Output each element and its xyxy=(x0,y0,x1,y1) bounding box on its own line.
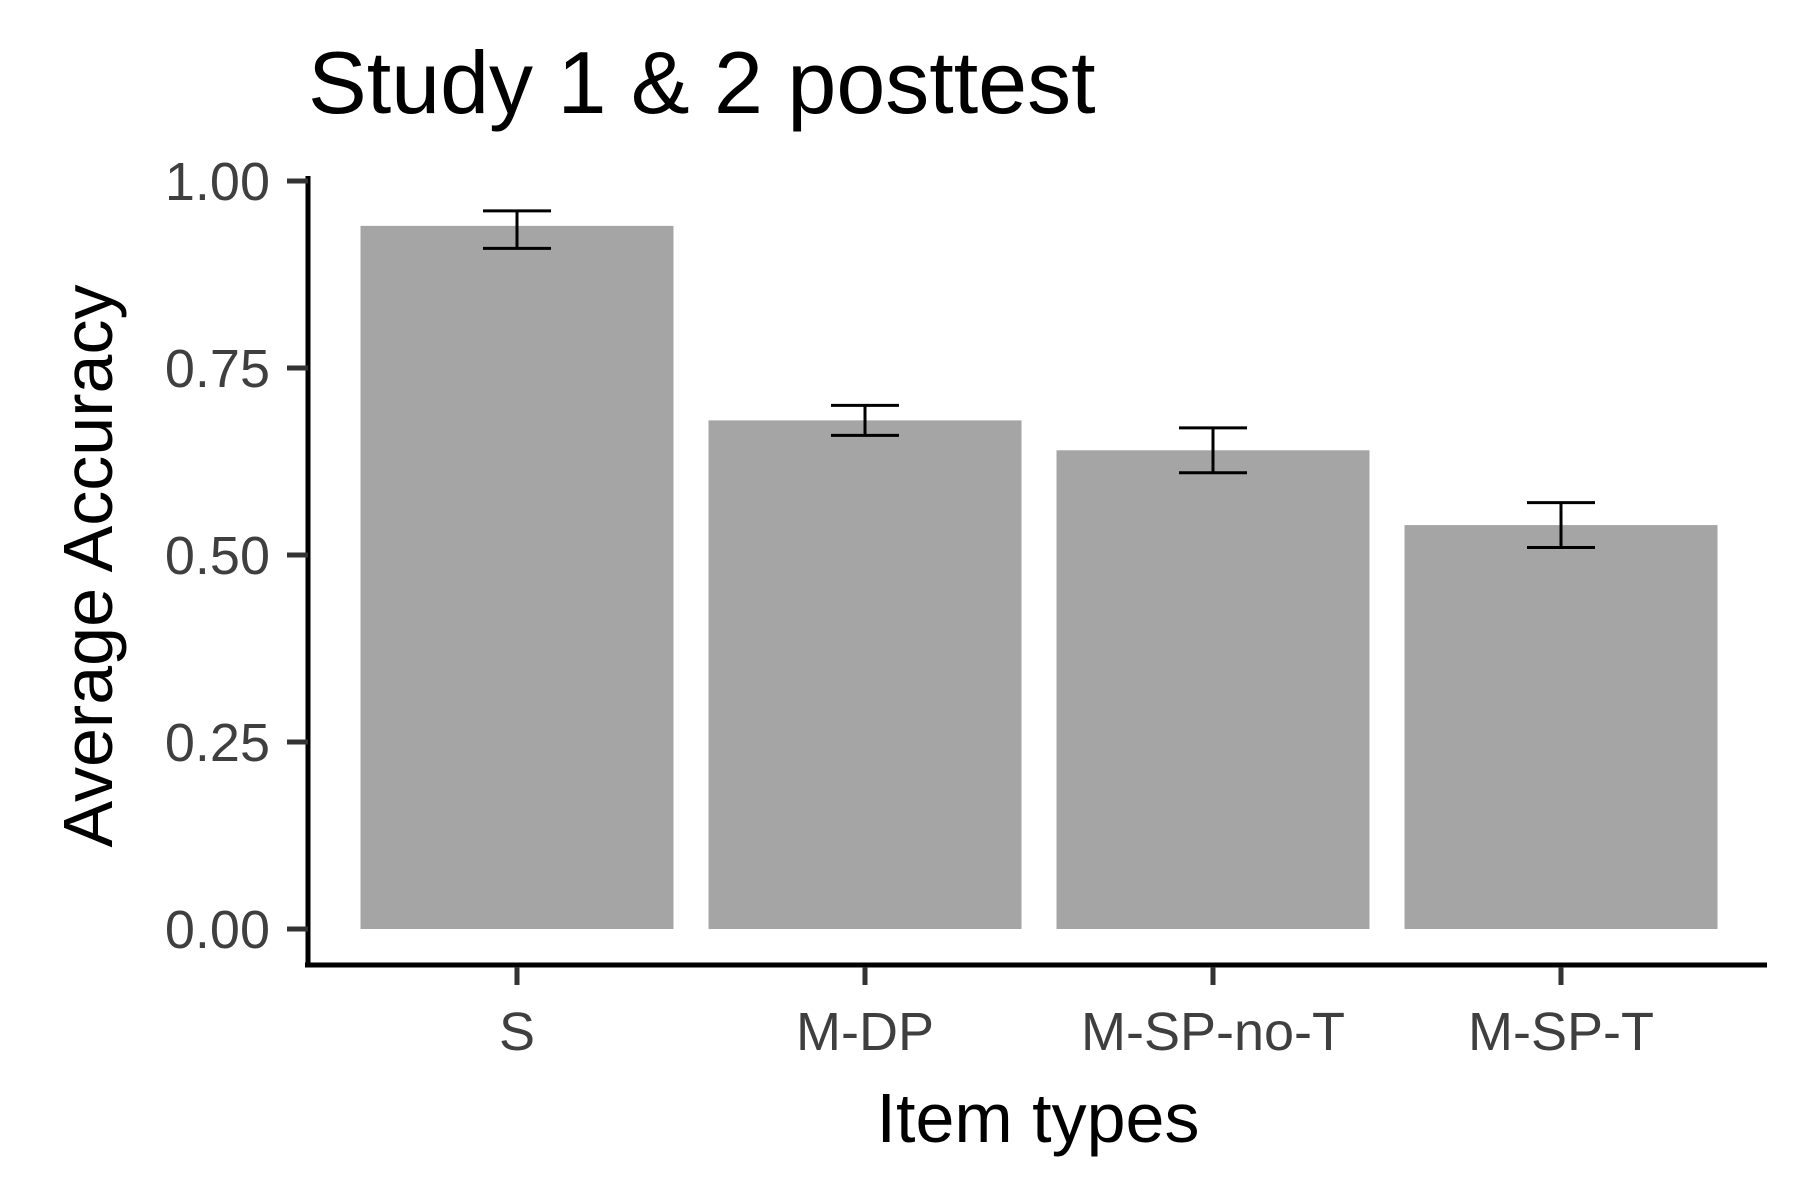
bar-m-sp-t xyxy=(1404,525,1718,929)
x-axis: S M-DP M-SP-no-T M-SP-T xyxy=(305,962,1767,1062)
bar-s xyxy=(360,225,674,929)
y-axis: 0.00 0.25 0.50 0.75 1.00 xyxy=(165,152,311,967)
y-tick-label-1-00: 1.00 xyxy=(165,152,270,212)
error-bars-group xyxy=(483,209,1595,550)
y-tick-label-0-75: 0.75 xyxy=(165,339,270,399)
chart-title: Study 1 & 2 posttest xyxy=(308,33,1096,132)
bar-m-sp-no-t xyxy=(1056,450,1370,929)
error-bar-m-sp-t xyxy=(1527,501,1595,550)
x-axis-title: Item types xyxy=(877,1079,1200,1157)
y-tick-label-0-25: 0.25 xyxy=(165,713,270,773)
y-tick-label-0-50: 0.50 xyxy=(165,526,270,586)
bar-m-dp xyxy=(708,420,1022,929)
y-tick-label-0-00: 0.00 xyxy=(165,900,270,960)
y-axis-title: Average Accuracy xyxy=(49,285,127,848)
error-bar-s xyxy=(483,209,551,250)
x-tick-label-m-dp: M-DP xyxy=(796,1002,934,1062)
x-tick-label-m-sp-t: M-SP-T xyxy=(1468,1002,1654,1062)
error-bar-m-sp-no-t xyxy=(1179,426,1247,475)
bars-group xyxy=(360,225,1718,929)
error-bar-m-dp xyxy=(831,403,899,437)
x-tick-label-m-sp-no-t: M-SP-no-T xyxy=(1081,1002,1345,1062)
x-tick-label-s: S xyxy=(499,1002,535,1062)
